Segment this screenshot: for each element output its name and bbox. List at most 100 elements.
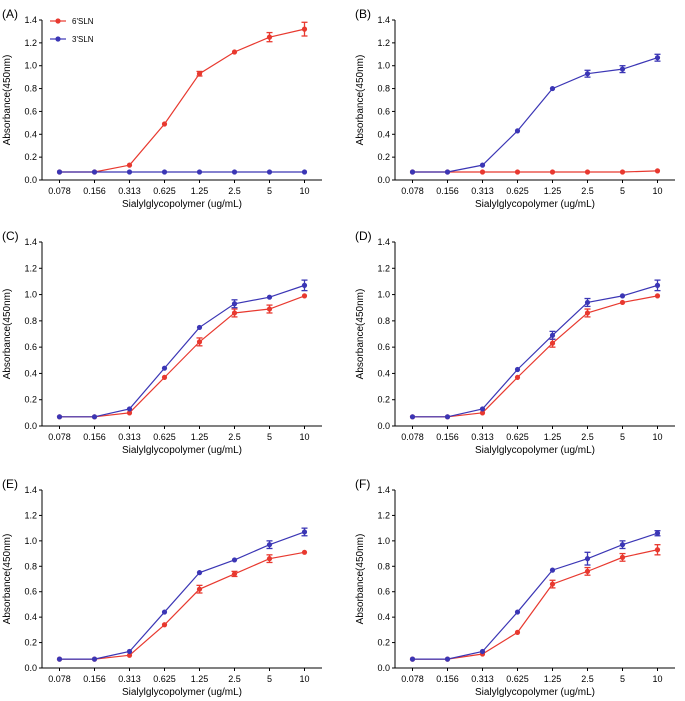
x-axis-title: Sialylglycopolymer (ug/mL) bbox=[122, 199, 242, 210]
data-point bbox=[654, 293, 661, 299]
x-tick-label: 10 bbox=[652, 432, 662, 442]
data-point bbox=[266, 556, 273, 562]
data-point bbox=[619, 542, 626, 548]
data-point bbox=[91, 169, 98, 175]
data-point bbox=[126, 406, 133, 412]
series-3sln bbox=[409, 53, 661, 175]
panel-label: (E) bbox=[2, 477, 18, 491]
y-tick-label: 0.2 bbox=[24, 152, 37, 162]
x-tick-label: 0.078 bbox=[401, 674, 424, 684]
y-tick-label: 1.2 bbox=[377, 510, 390, 520]
x-tick-label: 10 bbox=[299, 186, 309, 196]
x-tick-label: 0.156 bbox=[436, 186, 459, 196]
data-point bbox=[231, 49, 238, 55]
data-point bbox=[409, 656, 416, 662]
x-tick-label: 10 bbox=[652, 186, 662, 196]
y-axis-title: Absorbance(450nm) bbox=[2, 55, 13, 146]
y-tick-label: 0.2 bbox=[24, 395, 37, 405]
x-tick-label: 0.625 bbox=[506, 674, 529, 684]
x-tick-label: 1.25 bbox=[544, 186, 562, 196]
y-tick-label: 0.6 bbox=[24, 342, 37, 352]
x-tick-label: 0.078 bbox=[48, 674, 71, 684]
x-tick-label: 0.625 bbox=[506, 432, 529, 442]
data-point bbox=[654, 530, 661, 536]
data-point bbox=[196, 586, 203, 592]
y-tick-label: 0.2 bbox=[377, 638, 390, 648]
series-line bbox=[412, 295, 658, 418]
chart-panel-2: (B) 0.0 0.2 0.4 0.6 0.8 1.0 1.2 1.4 0.078 0.156 0.3… bbox=[355, 7, 675, 210]
x-tick-label: 2.5 bbox=[581, 674, 594, 684]
y-tick-label: 0.4 bbox=[377, 129, 390, 139]
series-line bbox=[59, 295, 305, 418]
data-point bbox=[196, 324, 203, 331]
y-tick-label: 0.2 bbox=[377, 152, 390, 162]
y-tick-label: 1.4 bbox=[24, 15, 37, 25]
data-point bbox=[619, 299, 626, 306]
chart-panel-4: (D) 0.0 0.2 0.4 0.6 0.8 1.0 1.2 1.4 0.078 0.156 0.3… bbox=[355, 229, 675, 456]
series-line bbox=[59, 28, 305, 173]
y-tick-label: 0.4 bbox=[24, 129, 37, 139]
x-tick-label: 0.078 bbox=[48, 432, 71, 442]
panel-label: (C) bbox=[2, 229, 19, 243]
data-point bbox=[549, 567, 556, 573]
x-axis-title: Sialylglycopolymer (ug/mL) bbox=[475, 445, 595, 456]
y-tick-label: 0.8 bbox=[24, 84, 37, 94]
y-tick-label: 1.0 bbox=[24, 290, 37, 300]
data-point bbox=[549, 340, 556, 346]
series-3sln bbox=[56, 279, 308, 420]
data-point bbox=[266, 34, 273, 40]
x-tick-label: 0.156 bbox=[83, 186, 106, 196]
x-tick-label: 0.625 bbox=[153, 674, 176, 684]
x-tick-label: 10 bbox=[299, 432, 309, 442]
y-tick-label: 1.4 bbox=[377, 485, 390, 495]
data-point bbox=[301, 293, 308, 299]
series-6sln bbox=[56, 549, 308, 662]
y-tick-label: 0.8 bbox=[377, 561, 390, 571]
x-tick-label: 1.25 bbox=[191, 186, 209, 196]
y-tick-label: 0.6 bbox=[377, 342, 390, 352]
x-tick-label: 0.156 bbox=[436, 674, 459, 684]
data-point bbox=[196, 169, 203, 175]
y-tick-label: 1.2 bbox=[24, 263, 37, 273]
series-line bbox=[412, 284, 658, 418]
series-6sln bbox=[56, 293, 308, 420]
data-point bbox=[91, 414, 98, 420]
y-tick-label: 0.8 bbox=[377, 316, 390, 326]
y-tick-label: 0.6 bbox=[24, 106, 37, 116]
x-tick-label: 1.25 bbox=[544, 674, 562, 684]
data-point bbox=[514, 374, 521, 380]
data-point bbox=[126, 162, 133, 168]
y-tick-label: 0.0 bbox=[24, 663, 37, 673]
x-tick-label: 2.5 bbox=[581, 186, 594, 196]
y-tick-label: 0.0 bbox=[377, 663, 390, 673]
series-line bbox=[59, 284, 305, 418]
y-tick-label: 0.4 bbox=[377, 368, 390, 378]
data-point bbox=[654, 282, 661, 288]
data-point bbox=[514, 169, 521, 175]
data-point bbox=[161, 365, 168, 371]
x-tick-label: 10 bbox=[652, 674, 662, 684]
series-3sln bbox=[56, 169, 308, 175]
x-axis-title: Sialylglycopolymer (ug/mL) bbox=[475, 687, 595, 698]
panel-label: (A) bbox=[2, 7, 18, 21]
chart-panel-3: (C) 0.0 0.2 0.4 0.6 0.8 1.0 1.2 1.4 0.078 0.156 0.3… bbox=[2, 229, 322, 456]
data-point bbox=[549, 581, 556, 587]
data-point bbox=[584, 556, 591, 562]
x-tick-label: 0.313 bbox=[471, 674, 494, 684]
y-tick-label: 1.0 bbox=[377, 290, 390, 300]
series-3sln bbox=[409, 530, 661, 662]
series-line bbox=[59, 531, 305, 660]
data-point bbox=[444, 414, 451, 420]
data-point bbox=[161, 609, 168, 615]
series-6sln bbox=[409, 293, 661, 420]
y-tick-label: 1.4 bbox=[377, 237, 390, 247]
chart-panel-6: (F) 0.0 0.2 0.4 0.6 0.8 1.0 1.2 1.4 0.078 0.156 0.3… bbox=[355, 477, 675, 698]
y-tick-label: 0.0 bbox=[377, 421, 390, 431]
y-tick-label: 1.2 bbox=[24, 510, 37, 520]
data-point bbox=[479, 410, 486, 416]
y-tick-label: 1.0 bbox=[24, 536, 37, 546]
y-tick-label: 1.0 bbox=[377, 61, 390, 71]
y-axis-title: Absorbance(450nm) bbox=[2, 534, 13, 625]
legend-label: 6'SLN bbox=[72, 17, 94, 26]
